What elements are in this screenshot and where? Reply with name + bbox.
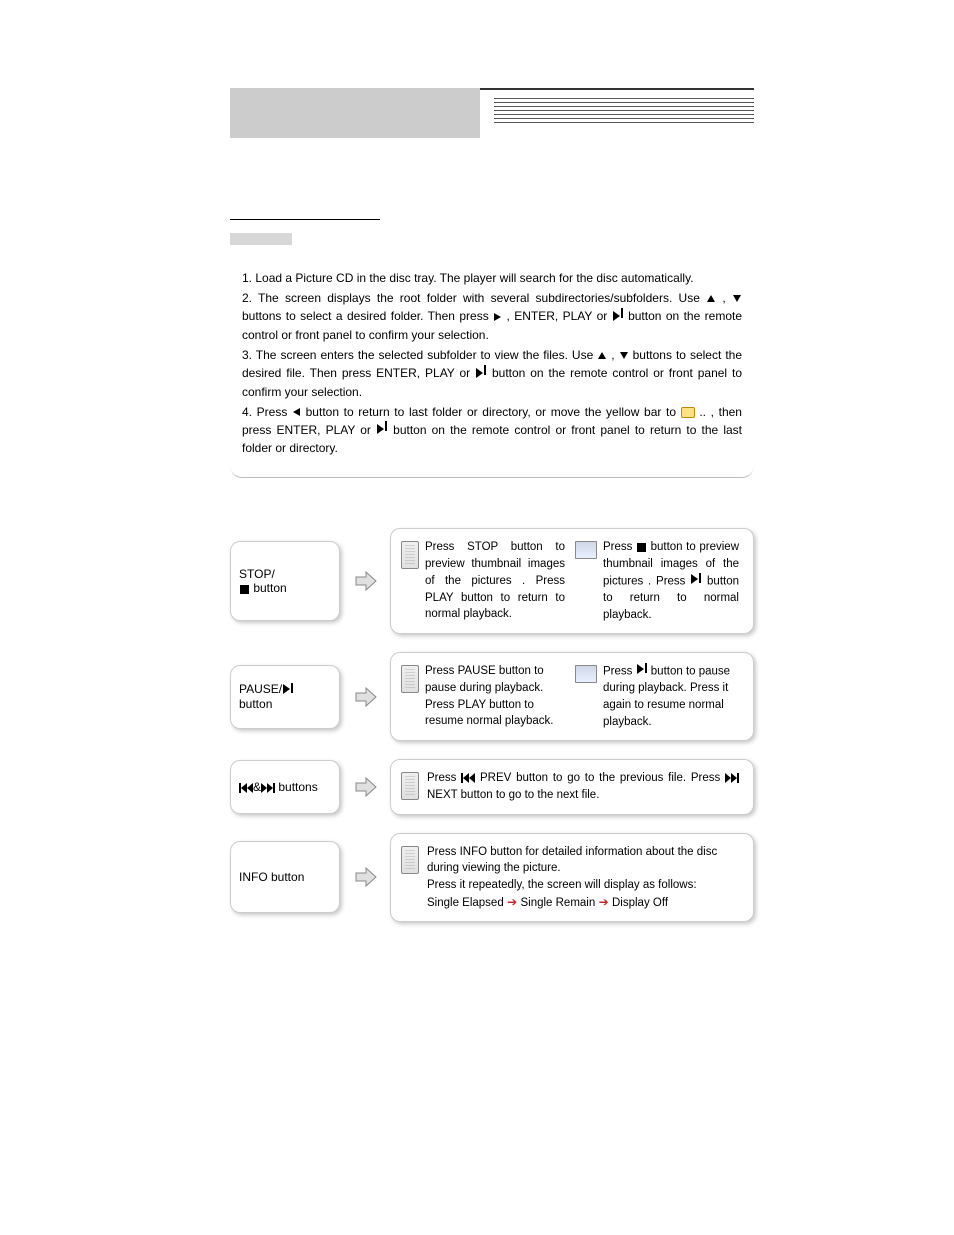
prevnext-description-box: Press PREV button to go to the previous …: [390, 759, 754, 814]
pause-desc-right: Press button to pause during playback. P…: [603, 663, 739, 730]
step-2-text-c: , ENTER, PLAY or: [502, 309, 612, 323]
stop-label-line2-text: button: [250, 581, 287, 595]
step-4: 4. Press button to return to last folder…: [242, 403, 742, 458]
remote-icon: [401, 665, 419, 693]
step-4-dots: ..: [695, 405, 711, 419]
pause-button-box: PAUSE/ button: [230, 665, 340, 729]
down-arrow-icon: [733, 295, 741, 302]
header-bar: [230, 88, 754, 148]
stop-label-line2: button: [239, 581, 331, 595]
info-desc-sequence: Single Elapsed ➔ Single Remain ➔ Display…: [427, 894, 739, 912]
display-icon: [575, 541, 597, 559]
play-pause-icon: [637, 663, 647, 680]
arrow-icon: [352, 774, 378, 800]
text: Press: [427, 772, 461, 784]
steps-box: 1. Load a Picture CD in the disc tray. T…: [230, 263, 754, 478]
info-label: INFO button: [239, 870, 331, 884]
skip-prev-icon: [461, 773, 475, 783]
header-rule-lines: [494, 98, 754, 126]
step-3-comma: ,: [607, 348, 618, 362]
info-seq-1: Single Elapsed: [427, 897, 504, 909]
play-pause-icon: [476, 365, 486, 383]
section-subtitle-block: [230, 233, 292, 245]
right-arrow-icon: [494, 313, 501, 321]
text: PREV button to go to the previous file. …: [475, 772, 725, 784]
row-info: INFO button Press INFO button for detail…: [230, 833, 754, 923]
info-seq-2: Single Remain: [520, 897, 595, 909]
play-pause-icon: [613, 308, 623, 326]
remote-icon: [401, 846, 419, 874]
remote-icon: [401, 772, 419, 800]
pause-label-text: PAUSE/: [239, 682, 282, 696]
stop-label-line1: STOP/: [239, 567, 331, 581]
pause-label-line1: PAUSE/: [239, 682, 331, 697]
ampersand: &: [253, 780, 261, 794]
play-pause-icon: [283, 683, 293, 697]
red-arrow-icon: ➔: [595, 895, 612, 909]
pause-label-line2: button: [239, 697, 331, 711]
left-arrow-icon: [293, 408, 300, 416]
arrow-icon: [352, 568, 378, 594]
prevnext-desc: Press PREV button to go to the previous …: [427, 770, 739, 803]
step-2-text-a: 2. The screen displays the root folder w…: [242, 291, 706, 305]
stop-square-icon: [637, 543, 646, 552]
step-3: 3. The screen enters the selected subfol…: [242, 346, 742, 401]
down-arrow-icon: [620, 352, 628, 359]
arrow-icon: [352, 684, 378, 710]
arrow-icon: [352, 864, 378, 890]
play-pause-icon: [691, 573, 701, 590]
section-title-underline: [230, 208, 380, 220]
step-4-text-a: 4. Press: [242, 405, 292, 419]
info-desc-line1: Press INFO button for detailed informati…: [427, 844, 739, 877]
info-desc-line2: Press it repeatedly, the screen will dis…: [427, 877, 739, 894]
page-container: 1. Load a Picture CD in the disc tray. T…: [0, 0, 954, 922]
stop-desc-right: Press button to preview thumbnail images…: [603, 539, 739, 623]
pause-desc-left: Press PAUSE button to pause during playb…: [425, 663, 565, 730]
red-arrow-icon: ➔: [504, 895, 521, 909]
prevnext-label: & buttons: [239, 780, 331, 794]
step-1: 1. Load a Picture CD in the disc tray. T…: [242, 269, 742, 287]
stop-desc-left: Press STOP button to preview thumbnail i…: [425, 539, 565, 622]
row-stop: STOP/ button Press STOP button to previe…: [230, 528, 754, 634]
prevnext-button-box: & buttons: [230, 760, 340, 814]
pause-description-box: Press PAUSE button to pause during playb…: [390, 652, 754, 741]
row-pause: PAUSE/ button Press PAUSE button to paus…: [230, 652, 754, 741]
folder-icon: [681, 407, 695, 418]
step-4-text-b: button to return to last folder or direc…: [301, 405, 681, 419]
skip-prev-icon: [239, 783, 253, 793]
stop-square-icon: [240, 585, 249, 594]
header-grey-block: [230, 88, 480, 138]
prevnext-label-text: buttons: [275, 780, 318, 794]
skip-next-icon: [725, 773, 739, 783]
step-2-comma: ,: [716, 291, 732, 305]
row-prevnext: & buttons Press PREV button to go to the…: [230, 759, 754, 814]
stop-description-box: Press STOP button to preview thumbnail i…: [390, 528, 754, 634]
text: Press: [603, 666, 636, 678]
info-seq-3: Display Off: [612, 897, 668, 909]
button-descriptions-section: STOP/ button Press STOP button to previe…: [230, 528, 754, 922]
up-arrow-icon: [707, 295, 715, 302]
info-desc: Press INFO button for detailed informati…: [427, 844, 739, 912]
play-pause-icon: [377, 421, 387, 439]
info-description-box: Press INFO button for detailed informati…: [390, 833, 754, 923]
up-arrow-icon: [598, 352, 606, 359]
step-2: 2. The screen displays the root folder w…: [242, 289, 742, 344]
display-icon: [575, 665, 597, 683]
step-2-text-b: buttons to select a desired folder. Then…: [242, 309, 493, 323]
remote-icon: [401, 541, 419, 569]
skip-next-icon: [261, 783, 275, 793]
text: Press: [603, 541, 636, 553]
stop-button-box: STOP/ button: [230, 541, 340, 621]
step-3-text-a: 3. The screen enters the selected subfol…: [242, 348, 597, 362]
info-button-box: INFO button: [230, 841, 340, 913]
text: NEXT button to go to the next file.: [427, 789, 599, 801]
